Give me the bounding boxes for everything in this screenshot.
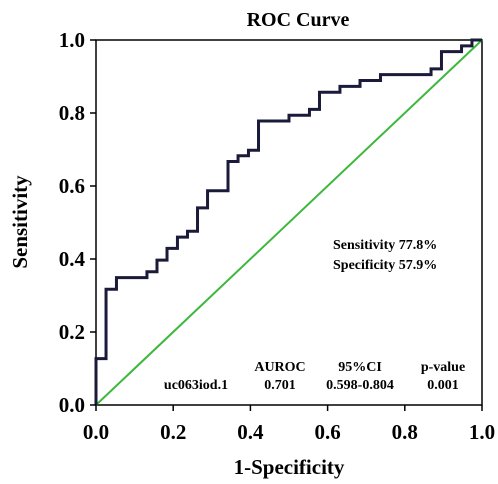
y-tick-label: 0.4 — [59, 247, 86, 271]
chart-title: ROC Curve — [247, 9, 350, 31]
table-header-auroc: AUROC — [254, 360, 305, 375]
table-header-ci: 95%CI — [338, 360, 382, 375]
table-value-ci: 0.598-0.804 — [326, 378, 394, 393]
x-tick-label: 0.6 — [314, 420, 340, 444]
table-value-pvalue: 0.001 — [427, 378, 459, 393]
y-tick-label: 0.0 — [59, 393, 85, 417]
series-layer — [94, 38, 483, 406]
y-tick-label: 0.6 — [59, 174, 85, 198]
x-tick-label: 0.4 — [237, 420, 264, 444]
y-tick-label: 0.2 — [59, 320, 85, 344]
plot-area: 0.0 0.2 0.4 0.6 0.8 1.0 0.0 0.2 0.4 0.6 0.8 1.0 — [59, 28, 495, 444]
y-tick-label: 0.8 — [59, 101, 85, 125]
axes-layer: 0.0 0.2 0.4 0.6 0.8 1.0 0.0 0.2 0.4 0.6 0.8 1.0 — [59, 28, 495, 444]
x-tick-label: 0.2 — [160, 420, 186, 444]
table-value-auroc: 0.701 — [264, 378, 296, 393]
x-axis-label: 1-Specificity — [234, 455, 345, 479]
sensitivity-annotation: Sensitivity 77.8% — [333, 238, 437, 253]
specificity-annotation: Specificity 57.9% — [333, 258, 437, 273]
x-tick-label: 1.0 — [469, 420, 495, 444]
table-header-pvalue: p-value — [421, 360, 465, 375]
table-row-label: uc063iod.1 — [164, 378, 228, 393]
y-axis-label: Sensitivity — [8, 175, 32, 269]
roc-curve-line — [94, 38, 482, 405]
y-tick-label: 1.0 — [59, 28, 85, 52]
plot-frame — [95, 39, 483, 406]
x-tick-label: 0.8 — [392, 420, 418, 444]
x-tick-label: 0.0 — [83, 420, 109, 444]
reference-diagonal-line — [95, 39, 483, 406]
